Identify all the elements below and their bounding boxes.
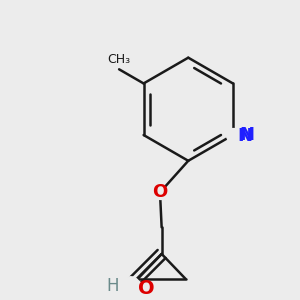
- Text: O: O: [138, 279, 155, 298]
- Text: H: H: [106, 277, 118, 295]
- Text: N: N: [239, 126, 254, 144]
- Text: O: O: [152, 183, 168, 201]
- Text: N: N: [237, 127, 252, 145]
- Text: CH₃: CH₃: [108, 53, 131, 66]
